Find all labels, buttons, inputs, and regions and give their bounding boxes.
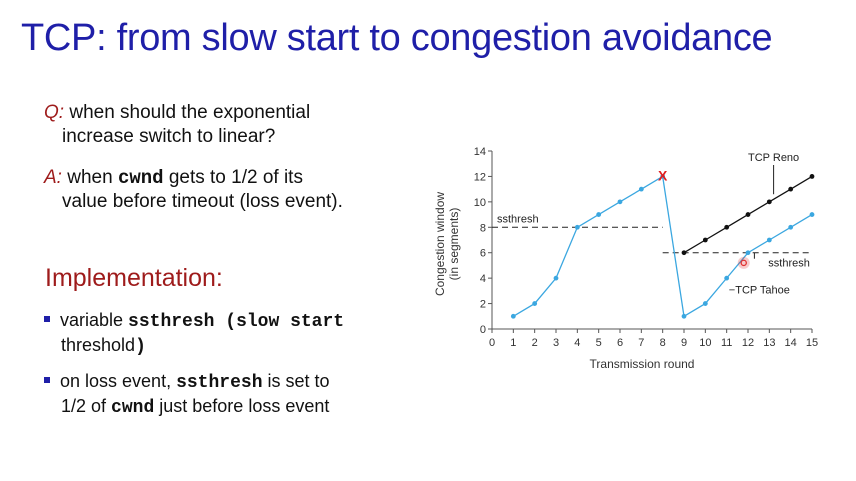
bullet-text-pre: variable [60,310,129,330]
y-tick-label: 0 [480,324,486,336]
answer-text-line2: value before timeout (loss event). [62,191,343,212]
question-tag: Q: [44,102,65,123]
y-axis-label-line2: (in segments) [447,208,461,281]
data-point-tcp-reno [788,186,794,192]
data-point-tcp-tahoe [596,212,602,217]
x-axis-label: Transmission round [590,357,695,371]
bullet-square-icon [44,377,50,384]
x-tick-label: 15 [806,337,818,349]
data-point-tcp-tahoe [510,313,516,319]
x-tick-label: 0 [489,337,495,349]
ssthresh-label-low: ssthresh [768,258,810,270]
loss-event-marker: X [658,167,668,183]
data-point-tcp-tahoe [788,224,794,230]
bullet-cont-text: threshold [61,335,136,355]
y-tick-label: 12 [474,171,486,183]
y-tick-label: 8 [480,222,486,234]
bullet-text-post: is set to [262,371,330,391]
x-tick-label: 6 [617,337,623,349]
question-text-line2: increase switch to linear? [62,126,276,147]
x-tick-label: 12 [742,337,754,349]
data-point-tcp-tahoe [702,301,708,306]
y-axis-label-line1: Congestion window [433,192,447,296]
x-tick-label: 5 [596,337,602,349]
bullet-cont-post: just before loss event [154,396,330,416]
y-tick-label: 4 [480,273,486,285]
x-tick-label: 9 [681,337,687,349]
data-point-tcp-tahoe [617,199,623,205]
answer-text-post: gets to 1/2 of its [163,167,303,188]
data-point-tcp-reno [745,212,751,217]
bullet-code-ssthresh: ssthresh [176,373,263,393]
question-text-line1: when should the exponential [64,102,311,123]
question-block: Q: when should the exponential increase … [44,101,310,149]
x-tick-label: 1 [510,337,516,349]
ssthresh-label-high: ssthresh [497,213,539,225]
legend-label-tcp-reno: TCP Reno [748,152,799,164]
bullet-item-loss-event: on loss event, ssthresh is set to 1/2 of… [44,370,330,420]
bullet-square-icon [44,316,50,323]
data-point-tcp-tahoe [724,275,730,281]
data-point-tcp-tahoe [745,250,751,256]
x-tick-label: 11 [721,337,732,349]
bullet-cont-pre: 1/2 of [61,396,112,416]
answer-code-cwnd: cwnd [117,167,164,189]
bullet-cont-code-cwnd: cwnd [111,398,155,418]
bullet-item-ssthresh: variable ssthresh (slow start threshold) [44,309,344,359]
x-tick-label: 14 [785,337,797,349]
bullet-text-continuation: 1/2 of cwnd just before loss event [44,395,330,420]
bullet-text-continuation: threshold) [44,334,344,359]
answer-block: A: when cwnd gets to 1/2 of its value be… [44,166,343,214]
bullet-code-ssthresh: ssthresh [128,312,215,332]
data-point-tcp-tahoe [553,275,559,281]
bullet-text-post: (slow start [214,312,345,332]
x-tick-label: 10 [699,337,711,349]
legend-label-tcp-tahoe: −TCP Tahoe [729,284,790,296]
data-point-tcp-reno [766,199,772,205]
implementation-heading: Implementation: [45,264,223,292]
bullet-text-pre: on loss event, [60,371,177,391]
x-tick-label: 2 [532,337,538,349]
data-point-tcp-tahoe [681,313,687,319]
slide-title: TCP: from slow start to congestion avoid… [21,17,773,59]
y-tick-label: 10 [474,197,486,209]
data-point-tcp-tahoe [766,237,772,243]
x-tick-label: 4 [574,337,580,349]
data-point-tcp-tahoe [809,212,815,217]
answer-text-pre: when [61,167,118,188]
data-point-tcp-tahoe [574,224,580,230]
bullet-cont-code: ) [135,337,146,357]
y-tick-label: 6 [480,248,486,260]
highlight-halo [737,256,750,269]
data-point-tcp-reno [724,224,730,230]
data-point-tcp-reno [809,174,815,179]
y-tick-label: 2 [480,299,486,311]
x-tick-label: 13 [763,337,775,349]
data-point-tcp-reno [702,237,708,243]
data-point-tcp-tahoe [532,301,538,306]
y-tick-label: 14 [474,146,486,158]
x-tick-label: 7 [638,337,644,349]
data-point-tcp-reno [681,250,687,256]
data-point-tcp-tahoe [660,174,666,179]
x-tick-label: 3 [553,337,559,349]
answer-tag: A: [44,167,62,188]
data-point-tcp-tahoe [638,186,644,192]
x-tick-label: 8 [660,337,666,349]
highlight-point [740,259,747,267]
